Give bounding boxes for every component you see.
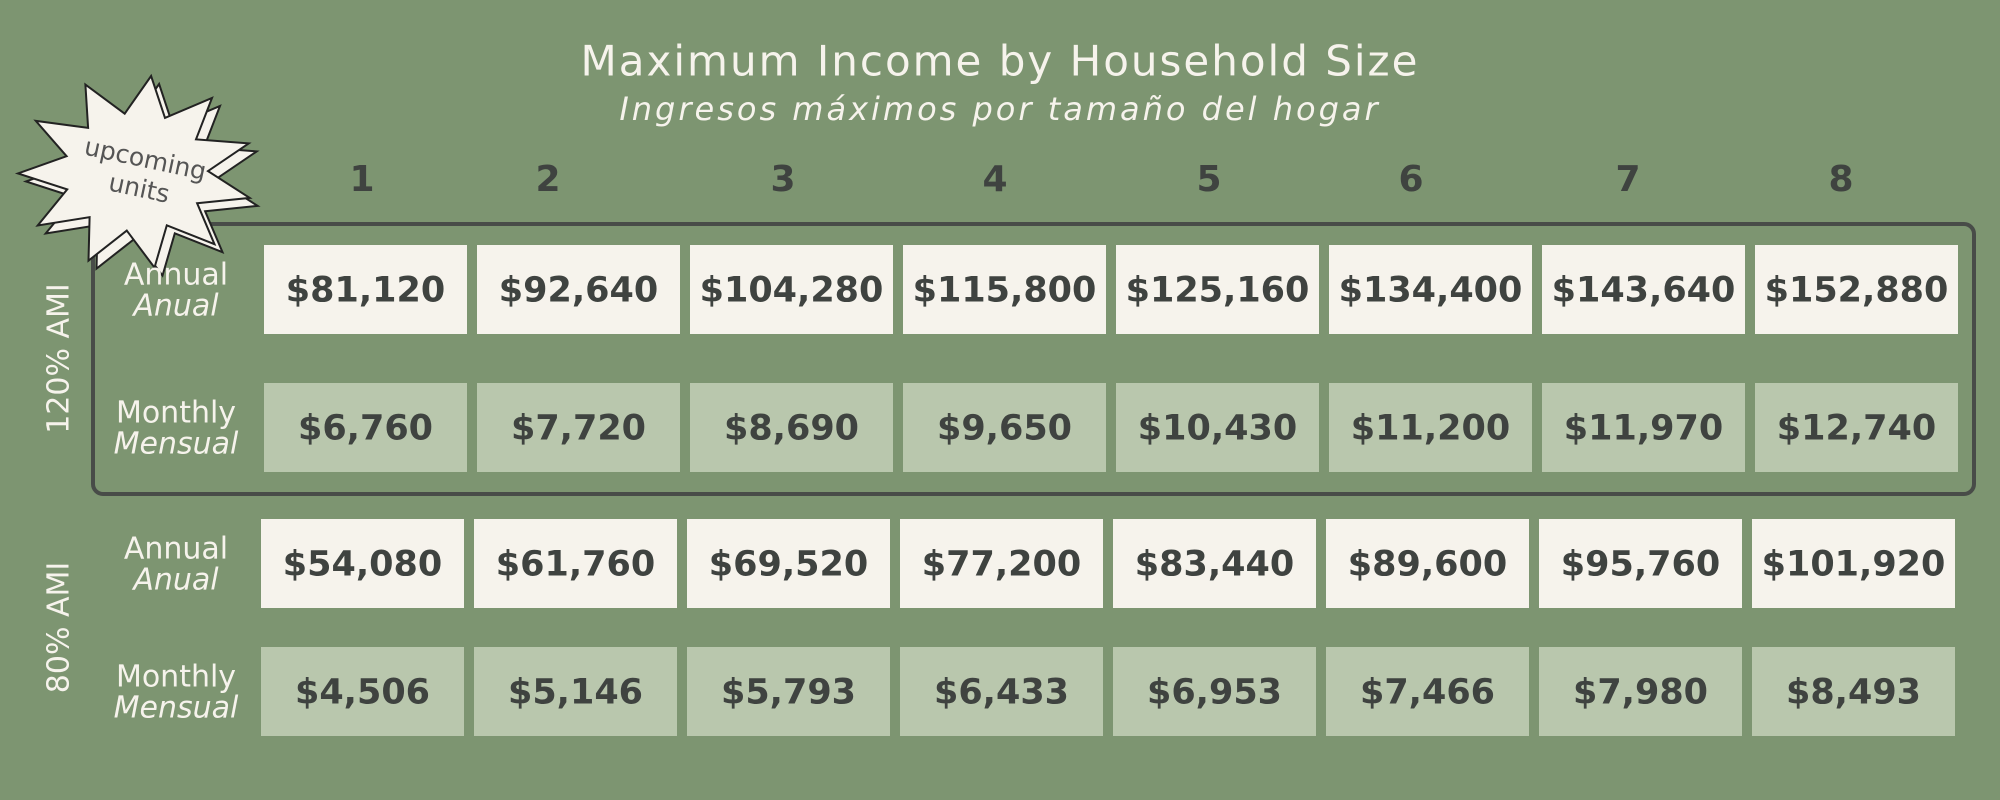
cell-value: $11,970 xyxy=(1564,409,1723,449)
cell-value: $69,520 xyxy=(709,545,868,585)
cell xyxy=(690,245,893,334)
cell-value: $61,760 xyxy=(496,545,655,585)
column-header: 3 xyxy=(770,159,795,200)
cell-value: $8,493 xyxy=(1786,673,1921,713)
cell-value: $54,080 xyxy=(283,545,442,585)
cell-value: $104,280 xyxy=(700,271,884,311)
cell xyxy=(1752,647,1955,736)
cell xyxy=(261,647,464,736)
cell xyxy=(1329,245,1532,334)
cell xyxy=(1326,647,1529,736)
cell xyxy=(903,383,1106,472)
row-label: Annual xyxy=(124,258,228,293)
cell-value: $134,400 xyxy=(1339,271,1523,311)
cell-value: $125,160 xyxy=(1126,271,1310,311)
cell-value: $12,740 xyxy=(1777,409,1936,449)
cell xyxy=(1539,519,1742,608)
cell-value: $6,953 xyxy=(1147,673,1282,713)
column-header: 6 xyxy=(1398,159,1423,200)
cell-value: $101,920 xyxy=(1762,545,1946,585)
cell xyxy=(477,383,680,472)
cell xyxy=(264,383,467,472)
column-header: 1 xyxy=(349,159,374,200)
highlight-box xyxy=(91,222,1976,496)
cell xyxy=(1542,245,1745,334)
row-label-es: Mensual xyxy=(114,427,239,462)
cell xyxy=(1752,519,1955,608)
cell xyxy=(1116,383,1319,472)
cell xyxy=(1329,383,1532,472)
row-label: Monthly xyxy=(116,396,236,431)
cell-value: $11,200 xyxy=(1351,409,1510,449)
cell-value: $81,120 xyxy=(286,271,445,311)
column-header: 4 xyxy=(982,159,1007,200)
cell-value: $152,880 xyxy=(1765,271,1949,311)
cell xyxy=(264,245,467,334)
row-label-es: Anual xyxy=(131,289,219,324)
cell-value: $6,433 xyxy=(934,673,1069,713)
cell-value: $5,793 xyxy=(721,673,856,713)
cell xyxy=(477,245,680,334)
cell-value: $143,640 xyxy=(1552,271,1736,311)
cell-value: $8,690 xyxy=(724,409,859,449)
cell xyxy=(903,245,1106,334)
cell xyxy=(1113,519,1316,608)
cell-value: $89,600 xyxy=(1348,545,1507,585)
cell-value: $4,506 xyxy=(295,673,430,713)
cell-value: $92,640 xyxy=(499,271,658,311)
column-header: 2 xyxy=(535,159,560,200)
title: Maximum Income by Household Size xyxy=(581,37,1420,86)
row-label-es: Anual xyxy=(131,563,219,598)
subtitle: Ingresos máximos por tamaño del hogar xyxy=(619,90,1380,128)
cell xyxy=(1116,245,1319,334)
badge-star xyxy=(14,73,253,270)
cell-value: $83,440 xyxy=(1135,545,1294,585)
cell xyxy=(1326,519,1529,608)
column-header: 5 xyxy=(1196,159,1221,200)
row-label-es: Mensual xyxy=(114,691,239,726)
column-header: 8 xyxy=(1828,159,1853,200)
cell-value: $77,200 xyxy=(922,545,1081,585)
group-label: 80% AMI xyxy=(42,562,77,693)
cell xyxy=(261,519,464,608)
cell xyxy=(690,383,893,472)
cell-value: $7,980 xyxy=(1573,673,1708,713)
cell xyxy=(1542,383,1745,472)
cell-value: $9,650 xyxy=(937,409,1072,449)
row-label: Monthly xyxy=(116,660,236,695)
cell xyxy=(474,647,677,736)
cell xyxy=(900,647,1103,736)
cell-value: $10,430 xyxy=(1138,409,1297,449)
cell-value: $7,720 xyxy=(511,409,646,449)
group-label: 120% AMI xyxy=(42,283,77,434)
column-header: 7 xyxy=(1615,159,1640,200)
cell xyxy=(1539,647,1742,736)
cell xyxy=(687,647,890,736)
cell-value: $5,146 xyxy=(508,673,643,713)
cell-value: $115,800 xyxy=(913,271,1097,311)
cell-value: $7,466 xyxy=(1360,673,1495,713)
cell xyxy=(1755,383,1958,472)
cell xyxy=(900,519,1103,608)
cell xyxy=(687,519,890,608)
cell-value: $95,760 xyxy=(1561,545,1720,585)
cell xyxy=(1113,647,1316,736)
cell xyxy=(1755,245,1958,334)
row-label: Annual xyxy=(124,532,228,567)
cell-value: $6,760 xyxy=(298,409,433,449)
cell xyxy=(474,519,677,608)
